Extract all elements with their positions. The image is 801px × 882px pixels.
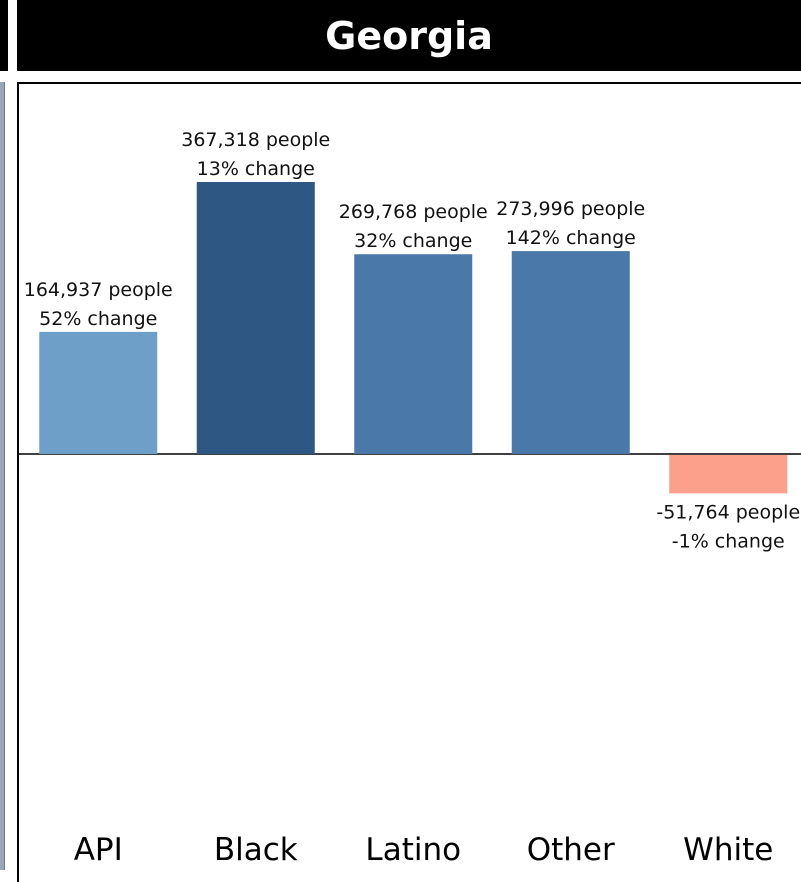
chart-title-bar: Georgia — [17, 0, 801, 71]
data-label-change-black: 13% change — [197, 158, 315, 180]
data-label-change-api: 52% change — [39, 308, 157, 330]
category-label-black: Black — [214, 832, 298, 868]
category-label-white: White — [683, 832, 773, 868]
category-labels-group: API Black Latino Other White — [74, 832, 774, 868]
chart-title: Georgia — [325, 13, 493, 58]
data-label-people-latino: 269,768 people — [339, 201, 488, 223]
data-label-people-api: 164,937 people — [24, 279, 173, 301]
left-panel-edge-top — [0, 0, 8, 71]
data-label-people-black: 367,318 people — [181, 129, 330, 151]
category-label-latino: Latino — [365, 832, 461, 868]
data-labels-group: 164,937 people 52% change 367,318 people 13… — [24, 129, 800, 552]
bar-latino — [354, 254, 473, 454]
data-label-change-white: -1% change — [672, 530, 785, 552]
data-label-people-other: 273,996 people — [496, 198, 645, 220]
category-label-other: Other — [527, 832, 615, 868]
data-label-people-white: -51,764 people — [656, 501, 800, 523]
bar-other — [511, 251, 630, 454]
data-label-change-latino: 32% change — [354, 230, 472, 252]
left-panel-edge — [0, 82, 5, 870]
bar-api — [39, 331, 158, 454]
category-label-api: API — [74, 832, 123, 868]
bar-white — [669, 455, 788, 494]
data-label-change-other: 142% change — [506, 227, 636, 249]
bar-black — [196, 182, 315, 454]
bars-group — [39, 182, 788, 494]
chart-frame — [17, 82, 801, 882]
